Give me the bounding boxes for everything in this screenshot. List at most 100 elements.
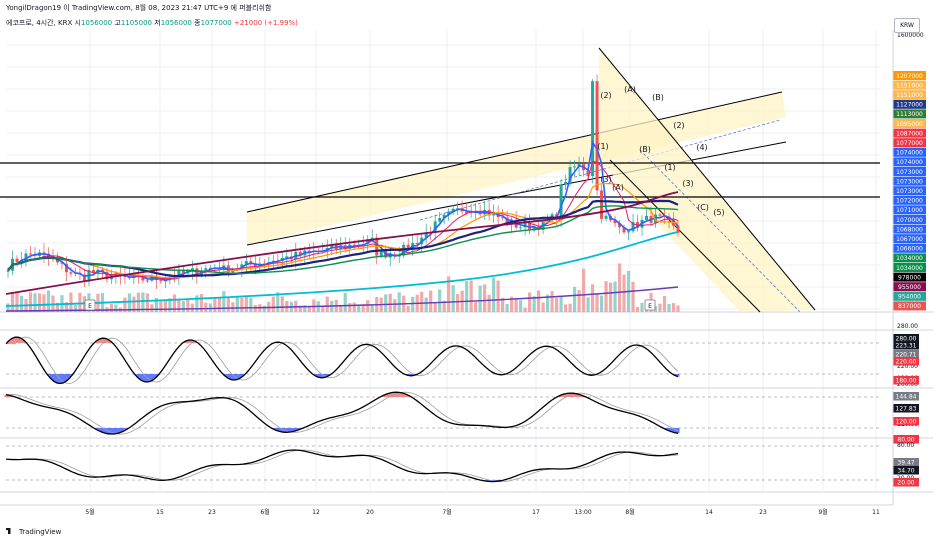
volume-bar — [145, 293, 149, 312]
volume-bar — [177, 298, 181, 312]
price-label-text: 1207000 — [896, 73, 923, 80]
price-label: 1074000 — [893, 157, 926, 167]
candle-body — [159, 280, 163, 282]
candle-body — [613, 220, 617, 224]
volume-bar — [55, 302, 60, 312]
symbol-title[interactable]: 에코프로, 4시간, KRX — [6, 19, 73, 27]
candle-body — [64, 263, 68, 273]
osc-value-text: 20.00 — [897, 480, 914, 487]
volume-bar — [487, 294, 491, 312]
candle-body — [591, 81, 595, 177]
volume-bar — [109, 303, 114, 312]
volume-bar — [136, 292, 141, 312]
volume-bar — [357, 305, 361, 312]
time-axis-tick: 17 — [532, 509, 540, 516]
volume-bar — [37, 293, 42, 312]
price-label: 1151000 — [893, 80, 926, 90]
time-axis-tick: 14 — [705, 509, 713, 516]
candle-body — [60, 262, 64, 264]
channel-mid-dashed — [419, 119, 781, 221]
price-label-bg — [893, 291, 926, 301]
volume-bar — [550, 291, 554, 312]
candle-body — [253, 264, 257, 267]
osc-value-label: 144.84 — [893, 392, 919, 401]
price-label-bg — [893, 263, 926, 272]
volume-bar — [599, 295, 604, 312]
volume-bar — [608, 282, 613, 312]
volume-bar — [523, 307, 527, 312]
price-label: 837000 — [893, 301, 926, 311]
volume-bar — [631, 281, 635, 312]
volume-bar — [73, 305, 78, 312]
volume-bar — [150, 304, 154, 312]
high-value: 1105000 — [120, 19, 152, 27]
earnings-marker: E — [648, 303, 652, 310]
volume-bar — [280, 296, 284, 312]
price-label-bg — [893, 282, 926, 292]
price-label-text: 1073000 — [896, 178, 923, 185]
candle-body — [424, 232, 428, 238]
volume-bar — [370, 304, 374, 312]
osc-value-label: 80.00 — [893, 435, 919, 444]
volume-bar — [298, 305, 302, 312]
volume-bar — [339, 306, 343, 312]
candle-body — [573, 166, 577, 168]
price-label: 1151000 — [893, 90, 926, 100]
time-axis-tick: 7월 — [442, 508, 451, 516]
price-label: 978000 — [893, 272, 926, 282]
volume-bar — [271, 296, 275, 312]
volume-bar — [366, 300, 370, 312]
candle-body — [456, 208, 460, 210]
osc-value-text: 280.00 — [896, 336, 917, 343]
osc-value-text: 80.00 — [897, 437, 914, 444]
volume-bar — [447, 276, 451, 312]
volume-bar — [640, 302, 644, 312]
price-label-text: 1073000 — [896, 188, 923, 195]
time-axis-tick: 13:00 — [574, 509, 591, 516]
time-axis-tick: 9월 — [818, 508, 827, 516]
falling-channel-upper — [598, 47, 816, 311]
volume-bar — [127, 293, 132, 312]
volume-bar — [671, 303, 676, 312]
volume-bar — [505, 304, 509, 312]
volume-bar — [622, 274, 626, 312]
price-label-text: 1071000 — [896, 207, 923, 214]
candle-body — [190, 268, 194, 271]
volume-bar — [424, 297, 428, 312]
volume-bar — [478, 285, 482, 312]
volume-bar — [456, 294, 460, 312]
volume-bar — [563, 304, 568, 312]
candle-body — [501, 217, 505, 219]
price-label-text: 1073000 — [896, 169, 923, 176]
osc-main-line — [5, 391, 679, 435]
volume-bar — [384, 294, 388, 312]
candle-body — [204, 268, 208, 273]
price-label-text: 1074000 — [896, 150, 923, 157]
wave-label: (5) — [713, 208, 724, 217]
price-label-text: 1068000 — [896, 226, 923, 233]
volume-bar — [159, 299, 163, 312]
price-label-bg — [893, 301, 926, 311]
price-label: 954000 — [893, 291, 926, 301]
wave-label: (2) — [673, 121, 684, 130]
candle-body — [91, 269, 95, 274]
osc-value-text: 34.70 — [897, 468, 914, 475]
volume-bar — [577, 290, 581, 312]
osc-value-text: 180.00 — [896, 378, 917, 385]
open-label: 시 — [74, 19, 81, 27]
osc-value-label: 127.83 — [893, 404, 919, 413]
time-axis-tick: 20 — [366, 509, 374, 516]
volume-bar — [519, 300, 523, 312]
currency-button[interactable]: KRW — [894, 18, 920, 33]
volume-bar — [222, 291, 226, 312]
volume-bar — [361, 304, 365, 312]
volume-bar — [141, 292, 145, 312]
wave-label: (4) — [696, 143, 707, 152]
time-axis-tick: 23 — [208, 509, 216, 516]
channel-upper-line — [246, 91, 783, 213]
osc-value-text: 127.83 — [896, 406, 917, 413]
candle-body — [141, 275, 145, 281]
osc-value-bg — [893, 350, 919, 359]
price-label-text: 1067000 — [896, 236, 923, 243]
